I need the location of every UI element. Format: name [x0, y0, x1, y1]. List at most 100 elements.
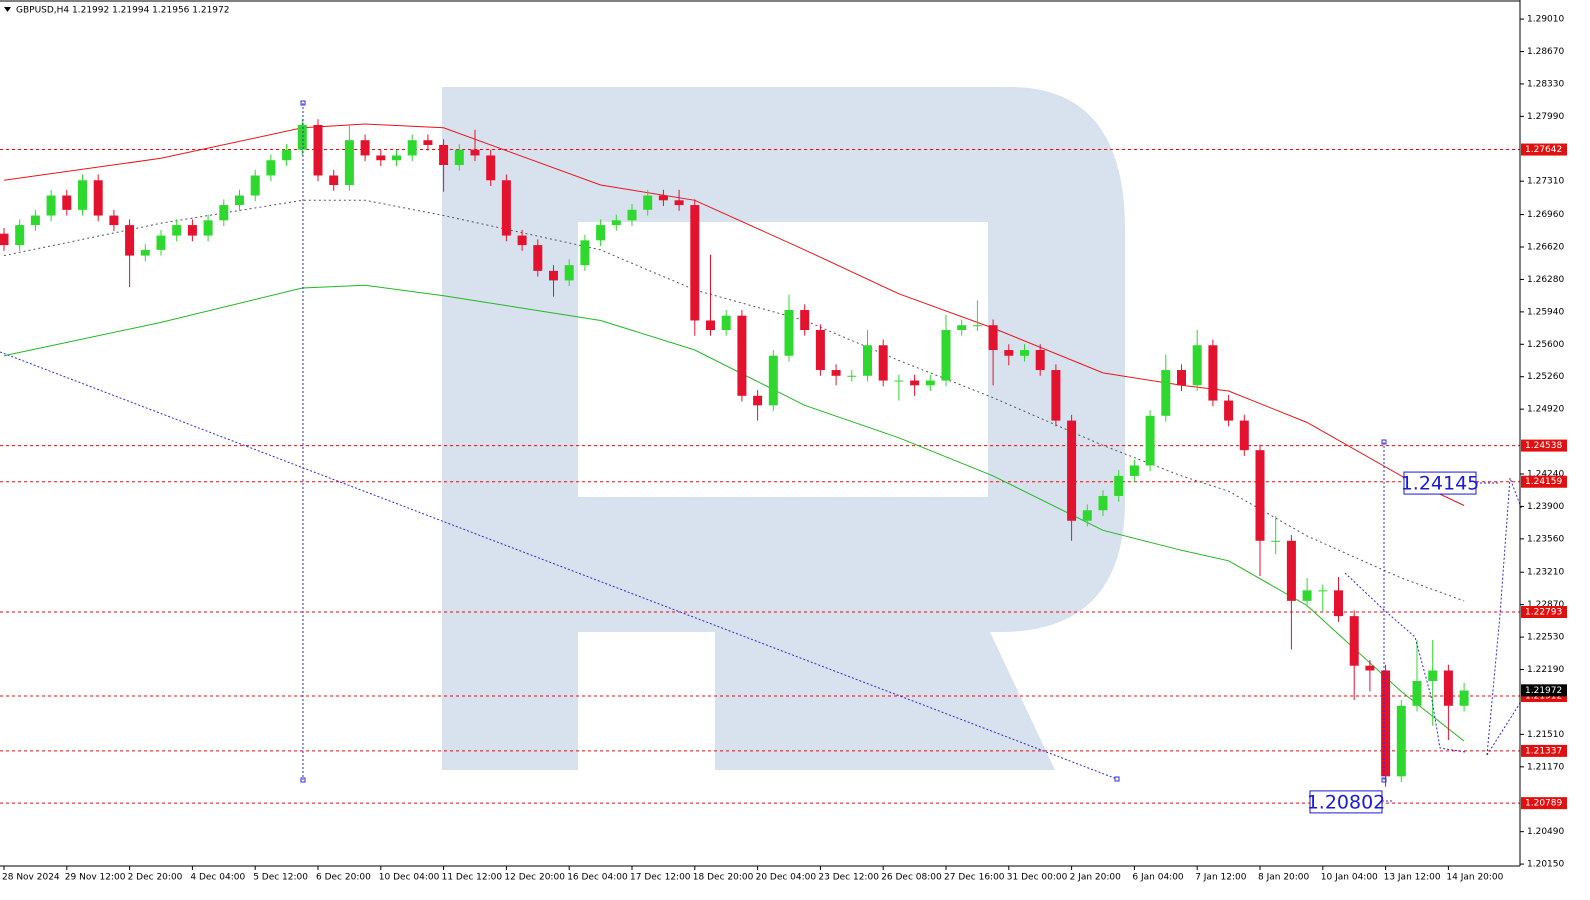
candle-body [847, 375, 857, 377]
y-tick-label: 1.26620 [1527, 243, 1564, 253]
candle-body [313, 124, 323, 176]
trend-line [0, 351, 1118, 780]
x-tick-label: 27 Dec 16:00 [944, 873, 1005, 883]
watermark [442, 87, 1125, 770]
candle-body [863, 345, 872, 376]
x-tick-label: 29 Nov 12:00 [65, 873, 126, 883]
y-tick-label: 1.22870 [1527, 600, 1564, 610]
current-price-tag [1521, 684, 1567, 697]
x-tick-label: 2 Jan 20:00 [1070, 873, 1122, 883]
level-label: 1.22793 [1525, 608, 1562, 618]
candle-body [1334, 590, 1343, 617]
indicator-line [3, 199, 1465, 602]
forecast-path [1344, 572, 1466, 753]
level-label: 1.21912 [1525, 692, 1562, 702]
candle-body [1271, 540, 1281, 542]
level-label: 1.24538 [1525, 441, 1562, 451]
candle-body [564, 265, 574, 281]
y-tick-label: 1.27310 [1527, 177, 1564, 187]
candle-body [0, 233, 9, 246]
candle-body [376, 155, 386, 161]
candle-body [1035, 350, 1045, 371]
candle-body [78, 180, 87, 210]
candle-body [219, 205, 229, 221]
x-tick-label: 31 Dec 00:00 [1007, 873, 1068, 883]
x-tick-label: 4 Dec 04:00 [190, 873, 245, 883]
y-tick-label: 1.22190 [1527, 665, 1564, 675]
candle-body [1208, 345, 1218, 401]
level-label: 1.27642 [1525, 145, 1562, 155]
level-label: 1.20789 [1525, 799, 1562, 809]
candle-body [501, 180, 511, 236]
level-tag [1521, 606, 1567, 619]
candle-body [1239, 420, 1249, 451]
candle-body [800, 309, 810, 330]
candle-body [596, 225, 606, 241]
y-tick-label: 1.20490 [1527, 827, 1564, 837]
collapse-icon[interactable] [4, 7, 11, 12]
forecast-drawings [0, 100, 1523, 802]
candle-body [1428, 670, 1438, 681]
annotation-box [1403, 471, 1477, 495]
y-tick-label: 1.25940 [1527, 307, 1564, 317]
candle-body [768, 355, 778, 406]
candle-body [753, 395, 763, 406]
candle-body [1412, 680, 1422, 706]
candle-body [957, 325, 967, 330]
candle-body [1004, 350, 1014, 356]
candle-body [1051, 370, 1061, 421]
x-tick-label: 5 Dec 12:00 [253, 873, 308, 883]
candle-body [972, 325, 982, 327]
level-tag [1521, 475, 1567, 488]
x-tick-label: 28 Nov 2024 [2, 873, 60, 883]
candle-body [1177, 370, 1186, 386]
annotation-label: 1.20802 [1307, 791, 1386, 813]
x-tick-label: 10 Dec 04:00 [379, 873, 440, 883]
candle-body [454, 149, 464, 165]
y-tick-label: 1.28670 [1527, 47, 1564, 57]
candle-body [941, 329, 951, 381]
candle-body [831, 370, 841, 376]
x-tick-label: 23 Dec 12:00 [818, 873, 879, 883]
candle-body [1302, 590, 1312, 601]
candle-body [1224, 400, 1234, 421]
y-tick-label: 1.24920 [1527, 405, 1564, 415]
candle-body [125, 225, 135, 256]
candle-body [156, 235, 166, 250]
y-tick-label: 1.21170 [1527, 762, 1564, 772]
candle-body [344, 140, 354, 186]
candle-body [1349, 616, 1359, 666]
y-tick-label: 1.26280 [1527, 275, 1564, 285]
anchor [1381, 439, 1387, 445]
x-tick-label: 11 Dec 12:00 [442, 873, 503, 883]
candle-body [721, 315, 731, 330]
candle-body [62, 195, 72, 210]
candle-body [486, 155, 496, 181]
candle-body [282, 149, 292, 161]
anchor [1381, 777, 1387, 783]
indicator-line [3, 123, 1465, 506]
candle-body [784, 309, 794, 356]
y-tick-label: 1.23560 [1527, 534, 1564, 544]
y-tick-label: 1.27990 [1527, 112, 1564, 122]
x-tick-label: 7 Jan 12:00 [1195, 873, 1247, 883]
candle-body [470, 149, 480, 156]
level-tag [1521, 744, 1567, 757]
candle-body [46, 195, 56, 216]
candle-body [815, 329, 825, 371]
x-tick-label: 6 Jan 04:00 [1132, 873, 1184, 883]
candle-body [878, 345, 888, 381]
candle-body [439, 144, 449, 165]
candle-body [1020, 350, 1029, 356]
y-tick-label: 1.25260 [1527, 372, 1564, 382]
price-axis: 1.29010 1.28670 1.28330 1.27990 1.27310 1.269… [2, 15, 1567, 883]
current-price-label: 1.21972 [1525, 686, 1562, 696]
candle-body [1286, 540, 1296, 601]
candle-body [109, 215, 119, 226]
y-tick-label: 1.29010 [1527, 15, 1564, 25]
candle-body [1114, 475, 1124, 496]
candle-body [910, 380, 920, 386]
candle-body [533, 245, 543, 271]
level-tag [1521, 439, 1567, 452]
